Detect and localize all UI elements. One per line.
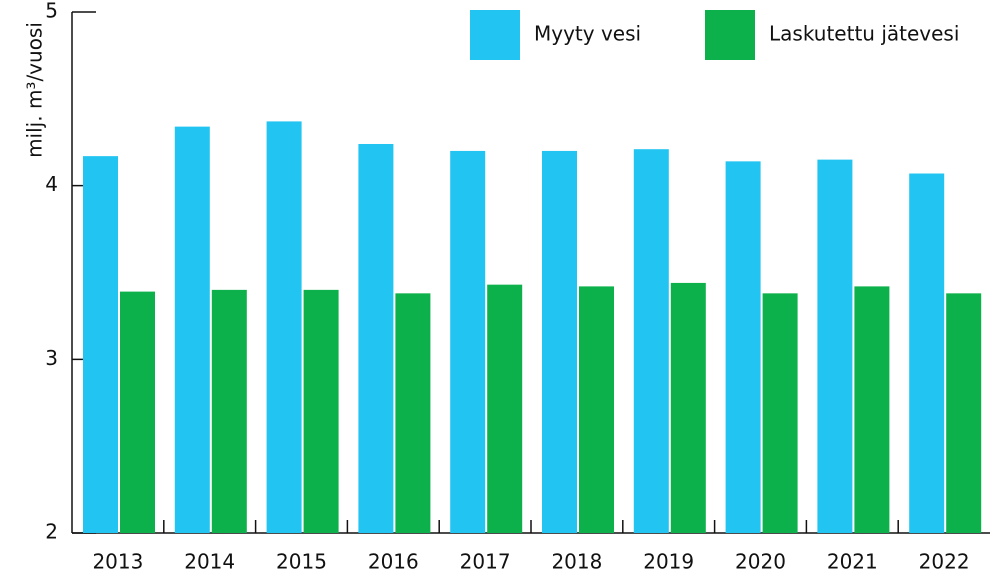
legend-swatch [705,10,755,60]
bar [542,150,577,533]
legend-label: Myyty vesi [534,22,641,46]
bar [946,293,982,533]
bar [395,293,431,533]
x-tick-label: 2018 [551,550,602,574]
x-tick-label: 2017 [460,550,511,574]
bar [854,286,890,533]
y-tick-label: 3 [45,346,58,370]
bar [579,286,614,533]
x-tick-label: 2014 [184,550,235,574]
bar [762,293,798,533]
bar [487,284,523,533]
bar [909,173,945,533]
y-axis-label: milj. m³/vuosi [23,22,47,158]
bar [450,150,486,533]
bar [120,291,155,533]
bar [211,289,247,533]
legend-label: Laskutettu jätevesi [769,22,959,46]
bar [670,282,706,533]
x-tick-label: 2020 [735,550,786,574]
legend-swatch [470,10,520,60]
x-tick-label: 2016 [368,550,419,574]
bar [83,156,118,534]
bar [725,161,761,533]
y-tick-label: 2 [45,520,58,544]
y-tick-label: 4 [45,172,58,196]
bar [303,289,339,533]
bar [174,126,210,534]
bar [266,121,302,533]
bar [633,149,669,534]
bar [358,143,394,533]
x-tick-label: 2021 [827,550,878,574]
x-tick-label: 2019 [643,550,694,574]
y-tick-label: 5 [45,0,58,23]
x-tick-label: 2022 [919,550,970,574]
x-tick-label: 2013 [92,550,143,574]
x-tick-label: 2015 [276,550,327,574]
bar [817,159,853,533]
